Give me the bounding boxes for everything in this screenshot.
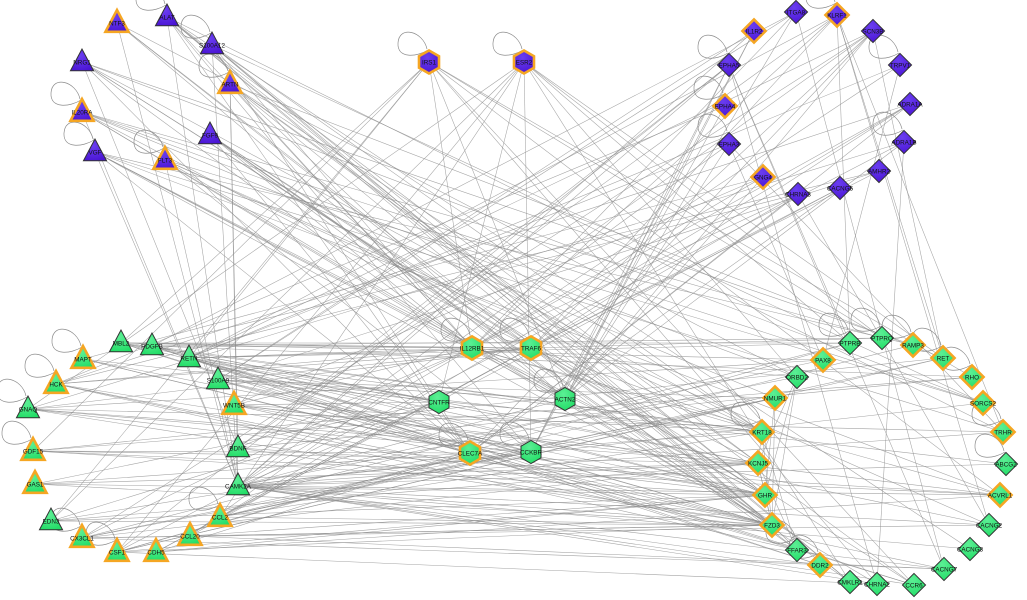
svg-text:CCL2: CCL2 <box>212 515 229 522</box>
svg-text:MAPT: MAPT <box>74 357 92 364</box>
svg-text:CACNG3: CACNG3 <box>957 547 984 554</box>
svg-text:ADRA1B: ADRA1B <box>891 140 916 147</box>
svg-text:CSF1: CSF1 <box>109 550 126 557</box>
svg-text:CHRNA2: CHRNA2 <box>864 582 890 589</box>
svg-text:GAS1: GAS1 <box>27 482 44 489</box>
svg-text:CHRNA3: CHRNA3 <box>785 192 811 199</box>
svg-text:ACVRL1: ACVRL1 <box>988 493 1013 500</box>
svg-text:MBL2: MBL2 <box>113 341 130 348</box>
svg-text:S100A12: S100A12 <box>199 43 225 50</box>
svg-text:RET: RET <box>937 356 950 363</box>
svg-text:CACNG2: CACNG2 <box>976 523 1003 530</box>
svg-text:NRG1: NRG1 <box>73 60 91 67</box>
svg-text:FZD3: FZD3 <box>764 523 780 530</box>
svg-text:EDN3: EDN3 <box>43 519 60 526</box>
svg-text:CCKBR: CCKBR <box>520 450 542 457</box>
svg-text:KCNJ5: KCNJ5 <box>748 461 768 468</box>
svg-text:ADRA1A: ADRA1A <box>897 102 923 109</box>
svg-text:ALAT: ALAT <box>159 15 174 22</box>
svg-text:CACNG5: CACNG5 <box>827 186 854 193</box>
svg-text:ITGA8: ITGA8 <box>787 10 806 17</box>
svg-text:RHO: RHO <box>965 375 979 382</box>
svg-text:TRAF6: TRAF6 <box>521 346 541 353</box>
svg-text:TRPV1: TRPV1 <box>890 63 911 70</box>
svg-text:CACNG7: CACNG7 <box>931 567 958 574</box>
svg-text:ACTN2: ACTN2 <box>555 397 576 404</box>
svg-text:KRT18: KRT18 <box>752 430 772 437</box>
svg-text:GDF15: GDF15 <box>23 449 44 456</box>
svg-text:NMUR1: NMUR1 <box>764 396 787 403</box>
svg-text:BDNF: BDNF <box>229 446 246 453</box>
svg-text:EPHA3: EPHA3 <box>719 142 740 149</box>
svg-text:IRS1: IRS1 <box>422 60 436 67</box>
svg-text:S100A9: S100A9 <box>207 378 230 385</box>
svg-text:CDH5: CDH5 <box>147 550 165 557</box>
svg-text:CNTFR: CNTFR <box>428 400 450 407</box>
svg-text:SCN3B: SCN3B <box>863 29 884 36</box>
svg-text:CX3CL1: CX3CL1 <box>70 536 94 543</box>
svg-text:CMKLR1: CMKLR1 <box>837 580 863 587</box>
svg-text:IL20RA: IL20RA <box>71 110 93 117</box>
svg-text:ABCG2: ABCG2 <box>995 462 1017 469</box>
svg-text:PAX8: PAX8 <box>815 358 831 365</box>
svg-text:PDGFB: PDGFB <box>141 344 163 351</box>
svg-text:CCL20: CCL20 <box>180 534 200 541</box>
svg-text:CLEC7A: CLEC7A <box>458 451 483 458</box>
svg-text:ORBD2: ORBD2 <box>786 375 808 382</box>
svg-text:WNT5B: WNT5B <box>223 403 245 410</box>
svg-text:NTF3: NTF3 <box>109 21 125 28</box>
svg-text:EPHA5: EPHA5 <box>719 63 740 70</box>
svg-text:CAMK2A: CAMK2A <box>225 484 252 491</box>
svg-text:FFAR3: FFAR3 <box>787 548 807 555</box>
svg-text:IL1R2: IL1R2 <box>746 29 763 36</box>
svg-text:GHR: GHR <box>758 493 772 500</box>
svg-text:ESR2: ESR2 <box>516 60 533 67</box>
svg-text:KLRF1: KLRF1 <box>827 13 847 20</box>
svg-text:TRHR: TRHR <box>994 430 1012 437</box>
svg-text:HCK: HCK <box>49 382 63 389</box>
svg-text:ARTN: ARTN <box>221 82 238 89</box>
svg-text:GNAQ: GNAQ <box>19 407 38 414</box>
svg-text:FGF9: FGF9 <box>202 133 219 140</box>
svg-text:SORCS2: SORCS2 <box>970 401 996 408</box>
svg-text:PTPRB: PTPRB <box>840 341 861 348</box>
svg-text:AMHR2: AMHR2 <box>868 169 891 176</box>
svg-text:IL12RB1: IL12RB1 <box>460 346 485 353</box>
svg-text:CCR6: CCR6 <box>905 583 923 590</box>
svg-text:FLT3: FLT3 <box>158 158 173 165</box>
svg-text:RETN: RETN <box>180 356 198 363</box>
svg-text:RAMP3: RAMP3 <box>902 343 924 350</box>
svg-text:EPHA4: EPHA4 <box>715 104 736 111</box>
svg-text:PTPRQ: PTPRQ <box>871 336 893 343</box>
svg-text:VGF: VGF <box>89 150 102 157</box>
svg-text:GNG4: GNG4 <box>754 175 772 182</box>
svg-text:DDR2: DDR2 <box>811 563 829 570</box>
